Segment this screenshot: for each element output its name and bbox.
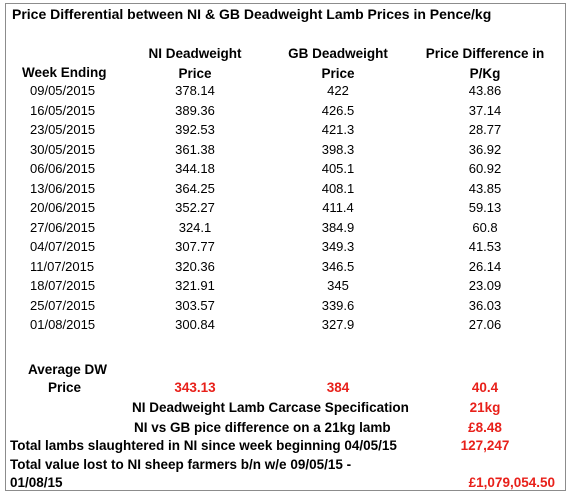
ni-price-cell: 364.25 (175, 181, 215, 196)
price-difference-cell: 60.92 (468, 161, 502, 176)
total-lambs-value: 127,247 (460, 438, 510, 453)
header-diff-line1: Price Difference in (425, 46, 545, 61)
total-lambs-label: Total lambs slaughtered in NI since week… (10, 438, 397, 453)
header-price-difference: Price Difference in P/Kg (415, 44, 555, 84)
header-ni-price: NI Deadweight Price (130, 44, 260, 84)
ni-price-cell: 320.36 (175, 259, 215, 274)
total-value-label-line1: Total value lost to NI sheep farmers b/n… (10, 457, 352, 472)
gb-price-cell: 408.1 (321, 181, 355, 196)
gb-price-cell: 339.6 (321, 298, 355, 313)
price-difference-cell: 28.77 (468, 122, 502, 137)
price-difference-cell: 41.53 (468, 239, 502, 254)
week-ending-cell: 09/05/2015 (30, 83, 96, 98)
ni-price-cell: 344.18 (175, 161, 215, 176)
ni-price-cell: 303.57 (175, 298, 215, 313)
gb-price-cell: 422 (327, 83, 349, 98)
price-difference-cell: 59.13 (468, 200, 502, 215)
gb-price-cell: 405.1 (321, 161, 355, 176)
ni-price-cell: 378.14 (175, 83, 215, 98)
gb-price-cell: 421.3 (321, 122, 355, 137)
price-difference-cell: 43.85 (468, 181, 502, 196)
spec-label: NI Deadweight Lamb Carcase Specification (132, 400, 409, 415)
price-difference-cell: 43.86 (468, 83, 502, 98)
average-gb-value: 384 (326, 380, 350, 395)
page-title: Price Differential between NI & GB Deadw… (12, 6, 492, 22)
week-ending-cell: 18/07/2015 (30, 278, 96, 293)
ni-price-cell: 352.27 (175, 200, 215, 215)
ni-price-cell: 324.1 (178, 220, 212, 235)
header-ni-line1: NI Deadweight (148, 46, 242, 61)
week-ending-cell: 11/07/2015 (30, 259, 95, 274)
average-diff-value: 40.4 (471, 380, 499, 395)
header-week-ending: Week Ending (22, 65, 107, 80)
price-difference-cell: 60.8 (472, 220, 498, 235)
average-ni-value: 343.13 (174, 380, 216, 395)
week-ending-cell: 13/06/2015 (30, 181, 96, 196)
gb-price-cell: 349.3 (321, 239, 355, 254)
price-difference-cell: 26.14 (468, 259, 502, 274)
header-gb-line2: Price (321, 66, 355, 81)
gb-price-cell: 398.3 (321, 142, 355, 157)
ni-price-cell: 392.53 (175, 122, 215, 137)
week-ending-cell: 25/07/2015 (30, 298, 96, 313)
price-difference-cell: 23.09 (468, 278, 502, 293)
gb-price-cell: 327.9 (321, 317, 355, 332)
ni-price-cell: 300.84 (175, 317, 215, 332)
average-label-line2: Price (48, 380, 82, 395)
price-difference-cell: 36.03 (468, 298, 502, 313)
ni-price-cell: 389.36 (175, 103, 215, 118)
header-diff-line2: P/Kg (469, 66, 501, 81)
week-ending-cell: 06/06/2015 (30, 161, 96, 176)
average-label-line1: Average DW (28, 362, 108, 377)
week-ending-cell: 30/05/2015 (30, 142, 96, 157)
table-frame (5, 3, 566, 491)
ni-price-cell: 307.77 (175, 239, 215, 254)
week-ending-cell: 27/06/2015 (30, 220, 96, 235)
gb-price-cell: 411.4 (322, 200, 354, 215)
header-ni-line2: Price (178, 66, 212, 81)
price-difference-cell: 27.06 (468, 317, 502, 332)
gb-price-cell: 384.9 (321, 220, 355, 235)
header-gb-price: GB Deadweight Price (273, 44, 403, 84)
gb-price-cell: 426.5 (321, 103, 355, 118)
total-value-label-line2: 01/08/15 (10, 475, 63, 490)
ni-price-cell: 361.38 (175, 142, 215, 157)
week-ending-cell: 20/06/2015 (30, 200, 96, 215)
week-ending-cell: 01/08/2015 (30, 317, 96, 332)
pice-difference-value: £8.48 (468, 420, 502, 435)
week-ending-cell: 23/05/2015 (30, 122, 96, 137)
gb-price-cell: 345 (327, 278, 349, 293)
ni-price-cell: 321.91 (175, 278, 215, 293)
price-difference-cell: 36.92 (468, 142, 502, 157)
total-value-lost: £1,079,054.50 (468, 475, 555, 490)
spec-value: 21kg (469, 400, 501, 415)
price-difference-cell: 37.14 (468, 103, 502, 118)
gb-price-cell: 346.5 (321, 259, 355, 274)
week-ending-cell: 04/07/2015 (30, 239, 96, 254)
pice-difference-label: NI vs GB pice difference on a 21kg lamb (134, 420, 391, 435)
header-gb-line1: GB Deadweight (288, 46, 388, 61)
week-ending-cell: 16/05/2015 (30, 103, 96, 118)
